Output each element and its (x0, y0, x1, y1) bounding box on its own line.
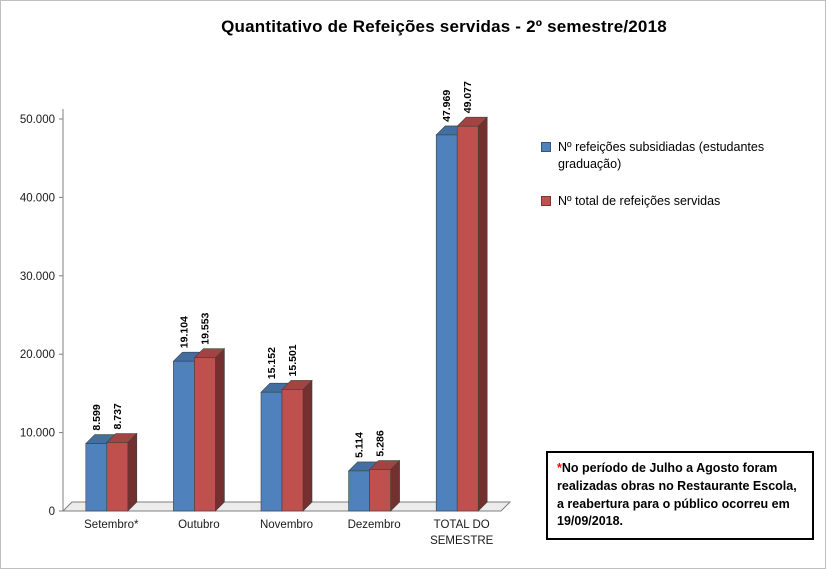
legend-item-subsidiadas: Nº refeições subsidiadas (estudantes gra… (541, 139, 789, 173)
bar-0-4 (435, 134, 458, 512)
y-tick-label: 10.000 (20, 428, 55, 440)
footnote-box: *No período de Julho a Agosto foram real… (546, 451, 814, 540)
legend-label-subsidiadas: Nº refeições subsidiadas (estudantes gra… (558, 140, 765, 171)
bar-value-label: 49.077 (462, 81, 474, 113)
category-label: Novembro (260, 519, 313, 531)
chart-legend: Nº refeições subsidiadas (estudantes gra… (541, 139, 789, 230)
bar-value-label: 15.152 (266, 347, 278, 379)
legend-item-total: Nº total de refeições servidas (541, 193, 789, 210)
bar-value-label: 47.969 (441, 90, 453, 122)
category-label: TOTAL DO (434, 519, 490, 531)
bar-0-3 (348, 470, 370, 512)
bar-1-1 (194, 357, 216, 512)
bar-1-2 (281, 389, 304, 512)
bar-side-1-0 (127, 432, 138, 512)
chart-title: Quantitativo de Refeições servidas - 2º … (221, 17, 667, 36)
bar-1-0 (106, 442, 129, 512)
bar-1-3 (369, 469, 391, 512)
y-tick-label: 20.000 (20, 349, 55, 361)
category-label: Setembro* (84, 519, 139, 531)
bar-0-0 (85, 443, 108, 512)
bar-side-1-2 (302, 379, 313, 512)
footnote-text: No período de Julho a Agosto foram reali… (557, 461, 797, 529)
y-tick-label: 50.000 (20, 114, 55, 126)
bar-value-label: 19.553 (199, 312, 211, 344)
bar-side-1-1 (215, 347, 225, 512)
bar-0-1 (173, 360, 195, 512)
bar-value-label: 5.286 (375, 430, 387, 456)
legend-swatch-total (541, 195, 551, 206)
category-label: Dezembro (348, 519, 401, 531)
y-tick-label: 30.000 (20, 271, 55, 283)
y-tick-label: 40.000 (20, 192, 55, 204)
y-tick-label: 0 (49, 506, 55, 518)
bar-value-label: 8.599 (91, 404, 103, 430)
legend-label-total: Nº total de refeições servidas (558, 193, 721, 208)
bar-value-label: 5.114 (354, 432, 366, 458)
bar-value-label: 15.501 (287, 344, 299, 376)
bar-value-label: 8.737 (112, 403, 124, 429)
category-label: SEMESTRE (430, 535, 494, 547)
category-label: Outubro (178, 519, 220, 531)
bar-1-4 (456, 125, 479, 512)
bar-side-1-4 (477, 116, 488, 512)
legend-swatch-subsidiadas (541, 142, 551, 152)
bar-value-label: 19.104 (178, 316, 190, 348)
bar-0-2 (260, 391, 283, 512)
footnote-asterisk: * (557, 461, 562, 475)
